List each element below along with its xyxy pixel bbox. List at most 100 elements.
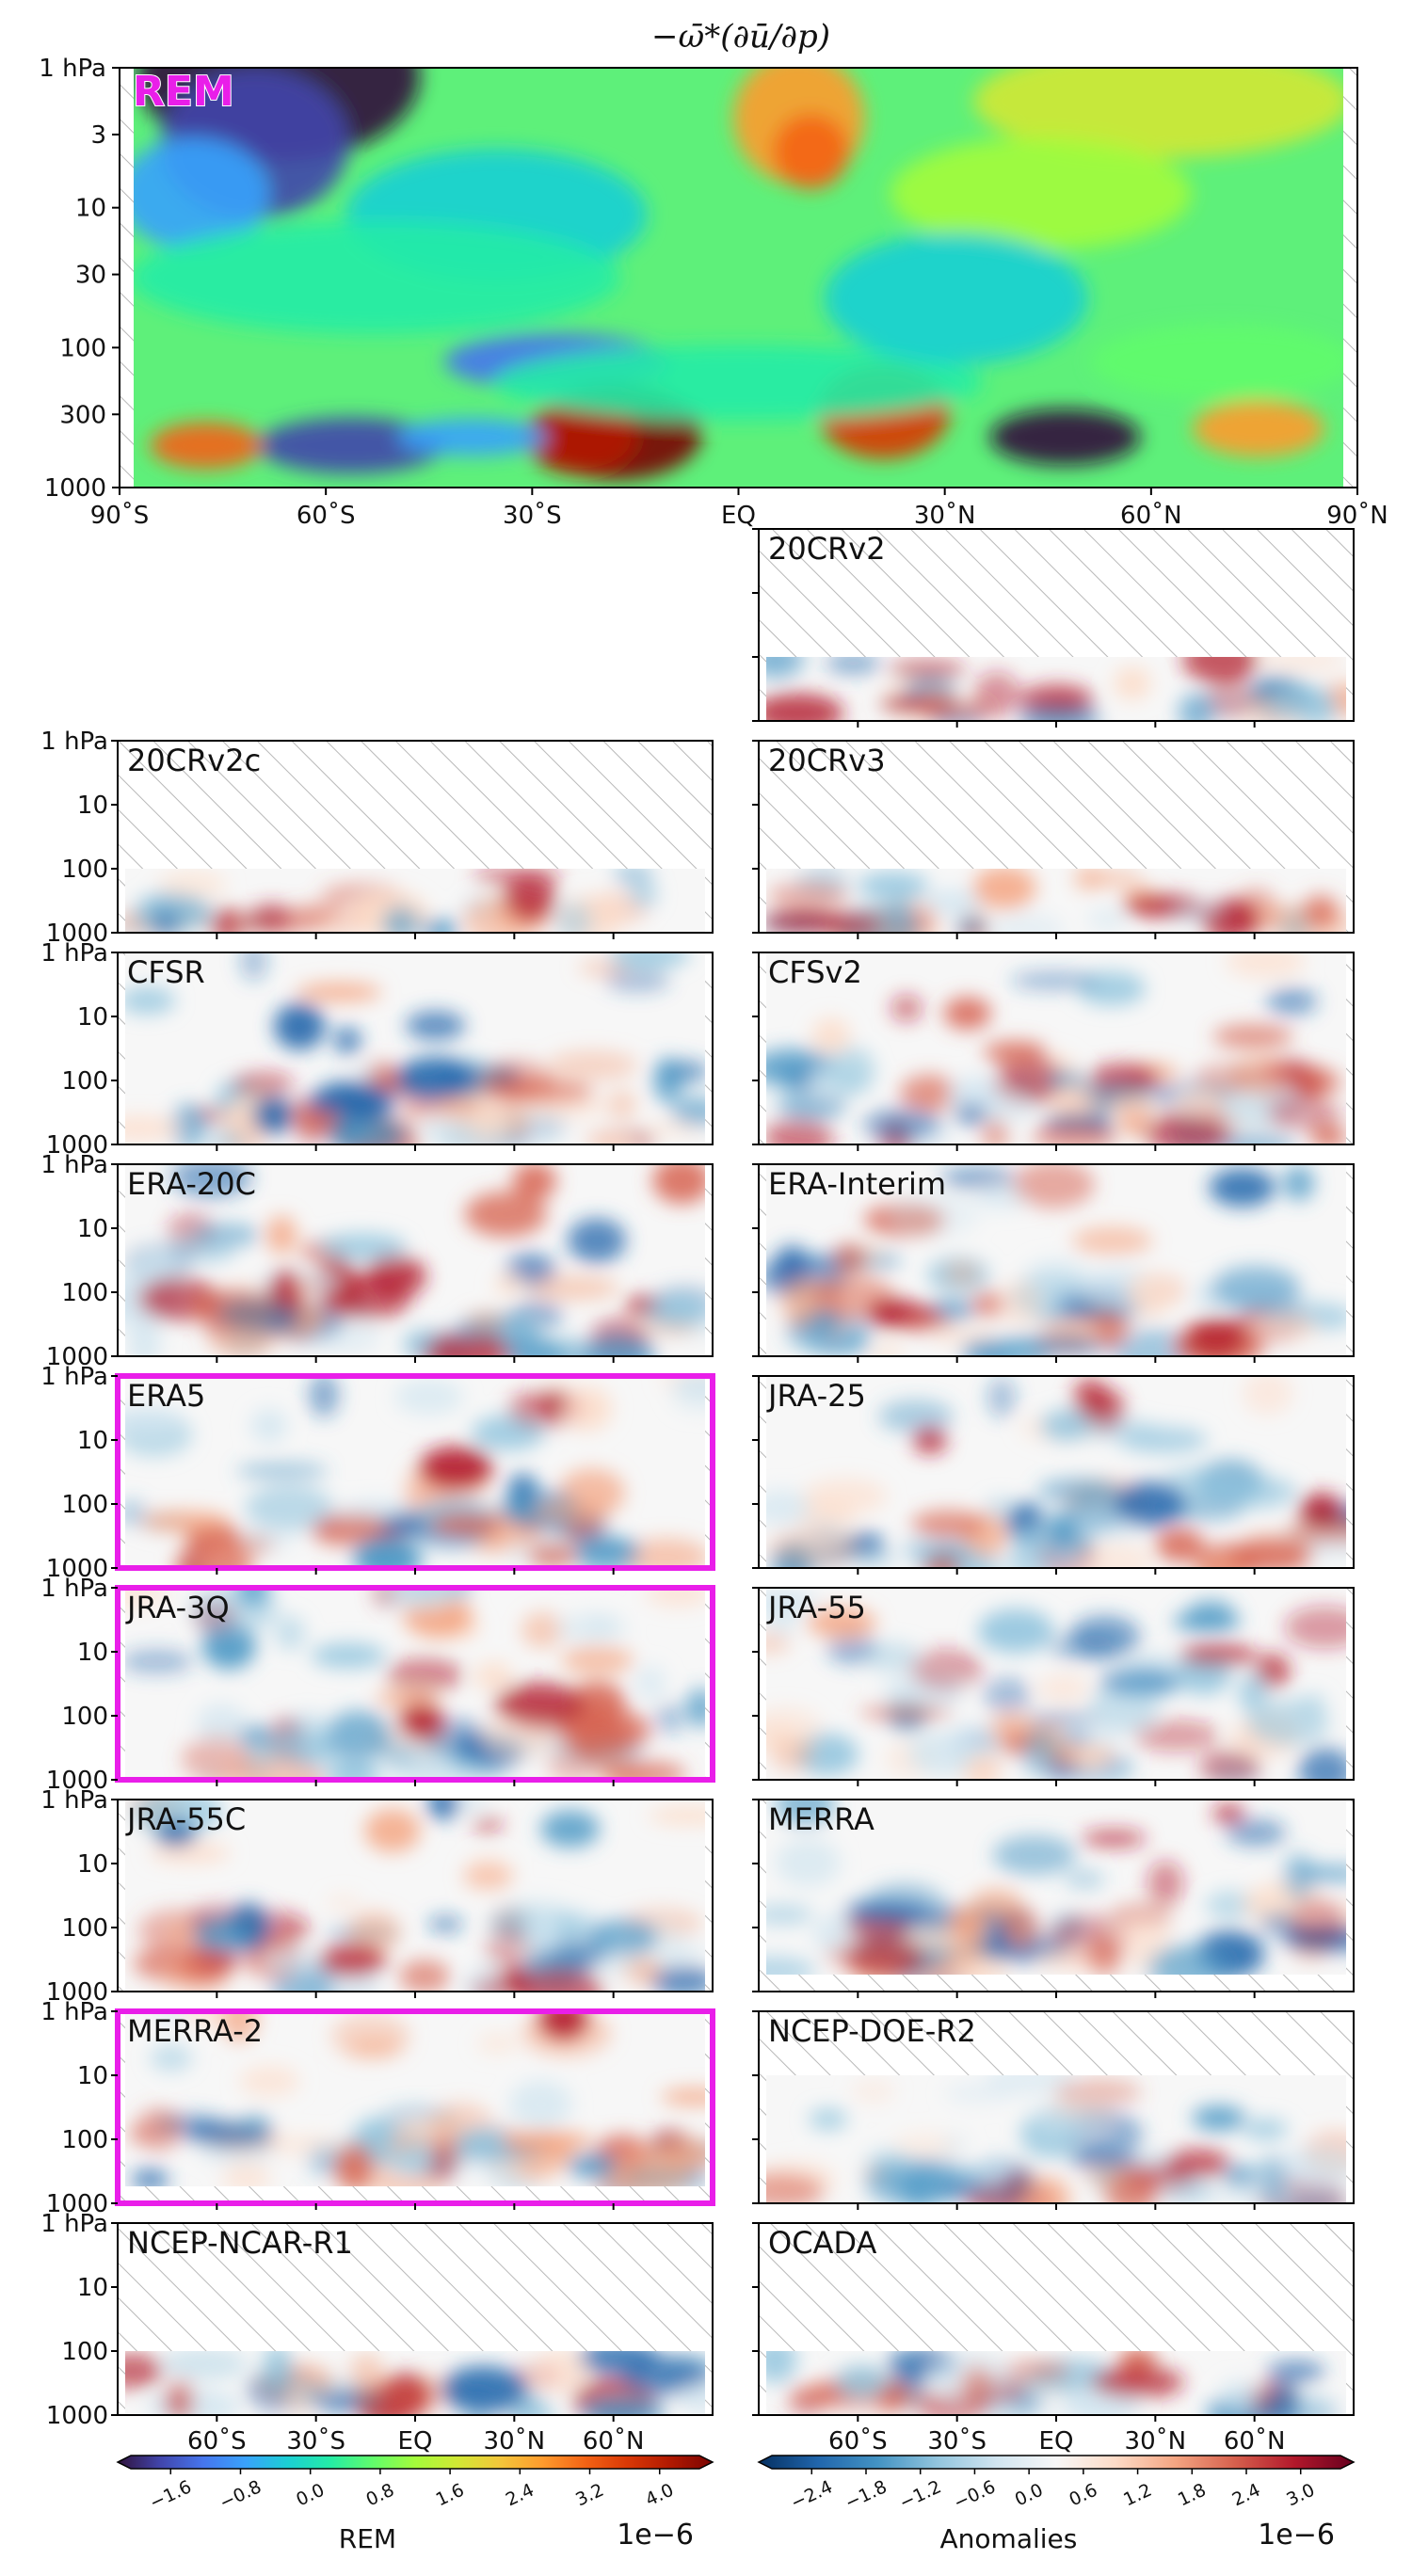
- colorbar-rem: −1.6 −0.8 0.0 0.8 1.6 2.4 3.2 4.0 REM 1e−6: [116, 2455, 714, 2554]
- ytick-label: 1 hPa: [40, 1575, 108, 1603]
- main-ytick-label: 300: [59, 401, 106, 429]
- ytick-label: 10: [77, 1850, 108, 1879]
- xtick-label: 60˚N: [583, 2427, 645, 2456]
- rem-field: [134, 68, 1343, 488]
- panel-title: JRA-3Q: [125, 1590, 230, 1625]
- panel-title: 20CRv2c: [127, 743, 261, 778]
- main-xtick-label: 30˚N: [914, 502, 976, 530]
- panel-title: JRA-55C: [125, 1801, 246, 1837]
- colorbar-gradient: [757, 2455, 1356, 2470]
- xtick-label: 60˚S: [828, 2427, 888, 2456]
- main-ytick-label: 3: [90, 121, 106, 150]
- panel-era-20c: ERA-20C 1 hPa 10 100 1000: [40, 1151, 714, 1371]
- panel-20crv2c: 20CRv2c 1 hPa 10 100 1000: [40, 728, 714, 948]
- ytick-label: 1 hPa: [40, 1786, 108, 1815]
- ytick-label: 10: [77, 2062, 108, 2090]
- panel-jra-55: JRA-55: [752, 1587, 1355, 1786]
- ytick-label: 100: [61, 1491, 108, 1519]
- colorbar-label: REM: [339, 2523, 396, 2554]
- main-xtick-label: 90˚S: [90, 502, 150, 530]
- panel-jra-25: JRA-25: [752, 1375, 1355, 1575]
- ytick-label: 10: [77, 1427, 108, 1455]
- ytick-label: 1000: [46, 1767, 108, 1795]
- panel-title: MERRA-2: [127, 2013, 263, 2049]
- ytick-label: 100: [61, 1067, 108, 1096]
- main-xtick-label: 30˚S: [503, 502, 562, 530]
- panel-title: ERA-20C: [127, 1166, 256, 1202]
- colorbar-tick-label: −0.8: [217, 2476, 265, 2513]
- ytick-label: 1 hPa: [40, 1151, 108, 1179]
- panel-20crv2: 20CRv2: [752, 528, 1355, 728]
- ytick-label: 1 hPa: [40, 728, 108, 756]
- ytick-label: 1 hPa: [40, 1998, 108, 2026]
- panel-ocada: OCADA 60˚S 30˚S EQ 30˚N 60˚N: [752, 2222, 1355, 2456]
- xtick-label: 30˚S: [286, 2427, 345, 2456]
- ytick-label: 1000: [46, 1978, 108, 2007]
- main-ytick-label: 1 hPa: [39, 55, 106, 83]
- panel-jra-3q: JRA-3Q 1 hPa 10 100 1000: [40, 1575, 715, 1795]
- main-ytick-label: 30: [75, 262, 106, 290]
- ytick-label: 1000: [46, 1555, 108, 1583]
- ytick-label: 10: [77, 1639, 108, 1667]
- colorbar-tick-label: −2.4: [788, 2476, 836, 2513]
- ytick-label: 1 hPa: [40, 2210, 108, 2238]
- panel-merra-2: MERRA-2 1 hPa 10 100 1000: [40, 1998, 715, 2218]
- panel-title: ERA-Interim: [768, 1166, 946, 1202]
- panel-title: 20CRv3: [768, 743, 886, 778]
- panel-title: JRA-55: [766, 1590, 866, 1625]
- main-ytick-label: 10: [75, 195, 106, 223]
- main-xtick-label: EQ: [721, 502, 756, 530]
- xtick-label: 60˚S: [187, 2427, 247, 2456]
- ytick-label: 10: [77, 2274, 108, 2302]
- colorbar-tick-label: 2.4: [1229, 2480, 1264, 2511]
- colorbar-tick-label: 0.0: [1012, 2480, 1047, 2511]
- xtick-label: EQ: [1039, 2427, 1074, 2456]
- ytick-label: 1 hPa: [40, 1363, 108, 1391]
- colorbar-tick-label: 0.0: [293, 2480, 328, 2511]
- colorbar-tick-label: 3.2: [572, 2480, 607, 2511]
- ytick-label: 1000: [46, 2190, 108, 2218]
- ytick-label: 10: [77, 1215, 108, 1243]
- colorbar-tick-label: −1.2: [896, 2476, 944, 2513]
- panel-title: ERA5: [127, 1378, 205, 1414]
- figure-title: −ω̄*(∂ū/∂p): [651, 18, 830, 56]
- main-xtick-label: 60˚N: [1120, 502, 1182, 530]
- ytick-label: 1000: [46, 920, 108, 948]
- colorbar-tick-label: 1.6: [433, 2480, 468, 2511]
- panel-title: NCEP-DOE-R2: [768, 2013, 976, 2049]
- xtick-label: 30˚S: [927, 2427, 987, 2456]
- ytick-label: 100: [61, 856, 108, 884]
- ytick-label: 10: [77, 1003, 108, 1032]
- ytick-label: 100: [61, 1703, 108, 1731]
- colorbar-tick-label: −1.6: [147, 2476, 195, 2513]
- panel-title: CFSR: [127, 954, 205, 990]
- ytick-label: 1 hPa: [40, 939, 108, 968]
- panel-title: 20CRv2: [768, 531, 886, 567]
- colorbar-exponent: 1e−6: [1258, 2519, 1335, 2552]
- ytick-label: 100: [61, 1279, 108, 1307]
- main-ytick-label: 1000: [44, 474, 106, 503]
- colorbar-tick-label: −1.8: [842, 2476, 890, 2513]
- main-panel-title: REM: [133, 68, 234, 116]
- panel-cfsv2: CFSv2: [752, 952, 1355, 1151]
- colorbar-label: Anomalies: [940, 2523, 1078, 2554]
- xtick-label: EQ: [398, 2427, 433, 2456]
- panel-title: NCEP-NCAR-R1: [127, 2225, 353, 2261]
- panel-title: JRA-25: [766, 1378, 866, 1414]
- colorbar-tick-label: 0.6: [1067, 2480, 1101, 2511]
- colorbar-gradient: [116, 2455, 714, 2470]
- panel-cfsr: CFSR 1 hPa 10 100 1000: [40, 939, 714, 1160]
- panel-title: OCADA: [768, 2225, 877, 2261]
- ytick-label: 10: [77, 792, 108, 820]
- colorbar-tick-label: 3.0: [1283, 2480, 1318, 2511]
- panel-era5: ERA5 1 hPa 10 100 1000: [40, 1363, 715, 1583]
- panel-title: MERRA: [768, 1801, 874, 1837]
- ytick-label: 1000: [46, 1343, 108, 1371]
- main-ytick-label: 100: [59, 334, 106, 362]
- ytick-label: 100: [61, 1914, 108, 1943]
- xtick-label: 30˚N: [1125, 2427, 1187, 2456]
- panel-era-interim: ERA-Interim: [752, 1163, 1355, 1363]
- colorbar-exponent: 1e−6: [617, 2519, 694, 2552]
